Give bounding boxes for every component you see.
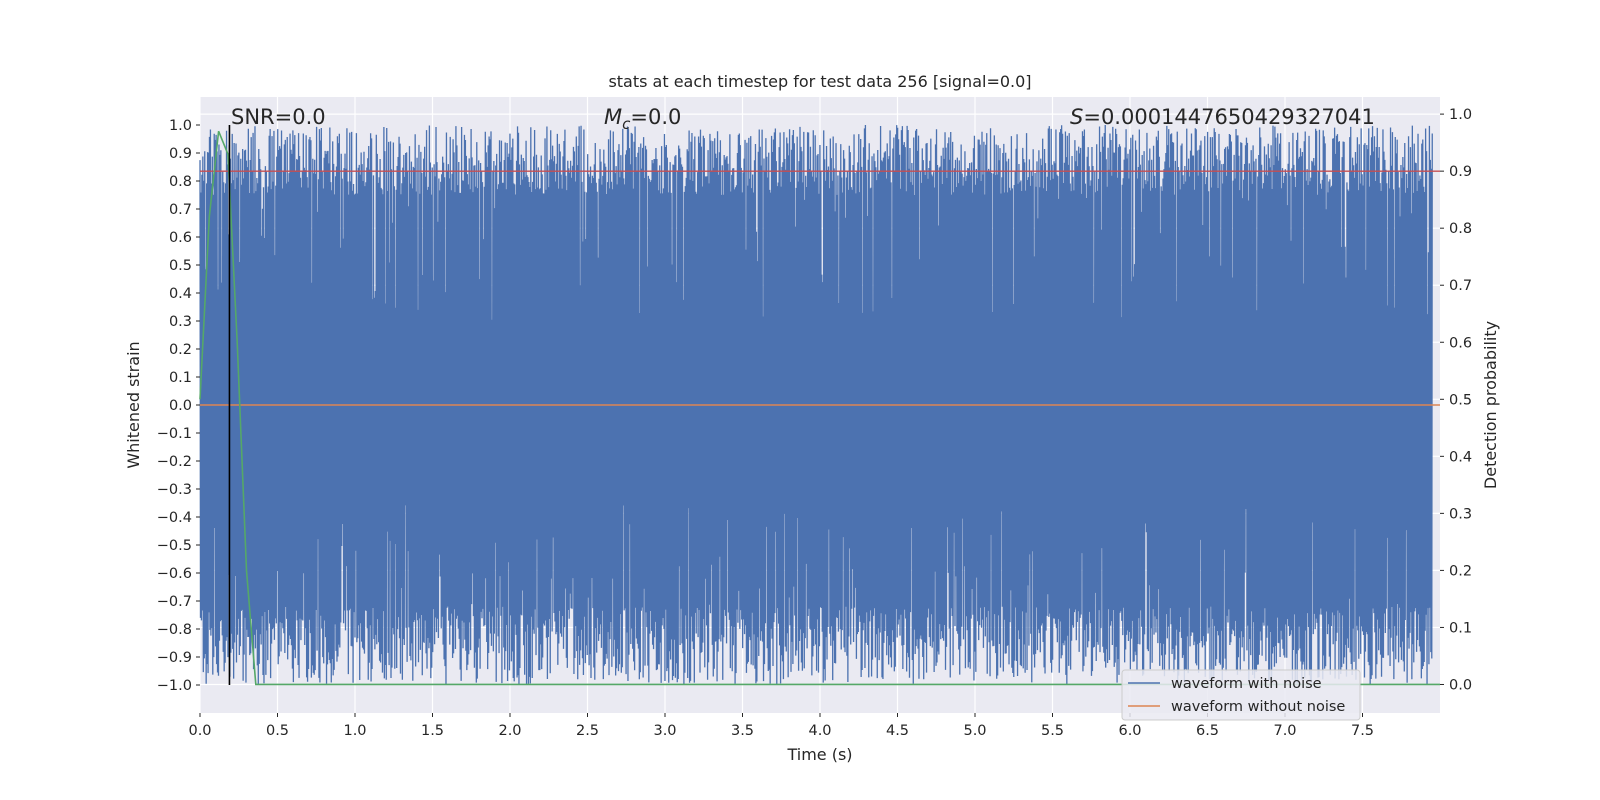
x-tick-label: 5.5 — [1041, 723, 1064, 739]
y2-axis-label: Detection probability — [1481, 321, 1500, 489]
y-tick-label: −0.5 — [157, 538, 192, 554]
y-tick-label: 1.0 — [169, 118, 192, 134]
y2-tick-label: 0.8 — [1449, 221, 1472, 237]
y2-tick-label: 0.0 — [1449, 677, 1472, 693]
x-tick-label: 5.0 — [963, 723, 986, 739]
y2-tick-label: 0.9 — [1449, 164, 1472, 180]
chart-title: stats at each timestep for test data 256… — [608, 72, 1031, 91]
y-tick-label: −0.2 — [157, 454, 192, 470]
legend: waveform with noise waveform without noi… — [1121, 669, 1361, 721]
x-tick-label: 7.5 — [1351, 723, 1374, 739]
y-tick-label: 0.0 — [169, 398, 192, 414]
y2-tick-label: 0.6 — [1449, 335, 1472, 351]
s-value: =0.0001447650429327041 — [1083, 105, 1375, 129]
x-tick-label: 0.0 — [188, 723, 211, 739]
mc-annotation: Mc=0.0 — [604, 105, 681, 133]
detection-probability-line — [199, 130, 1440, 686]
x-tick-label: 7.0 — [1273, 723, 1296, 739]
y-tick-label: −0.9 — [157, 650, 192, 666]
y-tick-label: 0.6 — [169, 230, 192, 246]
y-tick-label: −0.3 — [157, 482, 192, 498]
y-tick-label: −0.8 — [157, 622, 192, 638]
mc-subscript: c — [622, 115, 631, 133]
x-tick-label: 2.5 — [576, 723, 599, 739]
y-tick-label: −0.7 — [157, 594, 192, 610]
y-tick-label: 0.5 — [169, 258, 192, 274]
noise-trace — [199, 125, 1433, 685]
y-tick-label: 0.8 — [169, 174, 192, 190]
s-symbol: S — [1070, 105, 1083, 129]
y2-axis-ticks: 1.0 0.9 0.8 0.7 0.6 0.5 0.4 0.3 0.2 0.1 0.0 — [1440, 107, 1472, 693]
x-tick-label: 0.5 — [266, 723, 289, 739]
y-tick-label: 0.9 — [169, 146, 192, 162]
y-tick-label: −0.6 — [157, 566, 192, 582]
legend-box — [1121, 669, 1361, 721]
snr-annotation: SNR=0.0 — [231, 105, 326, 129]
legend-label-clean: waveform without noise — [1171, 699, 1345, 715]
y-tick-label: 0.1 — [169, 370, 192, 386]
y-tick-label: −0.4 — [157, 510, 192, 526]
x-tick-label: 3.5 — [731, 723, 754, 739]
y2-tick-label: 0.3 — [1449, 506, 1472, 522]
y-tick-label: −0.1 — [157, 426, 192, 442]
chart-marks — [199, 125, 1440, 686]
y-tick-label: 0.3 — [169, 314, 192, 330]
x-axis-ticks: 0.0 0.5 1.0 1.5 2.0 2.5 3.0 3.5 4.0 4.5 5.0 5.5 6.0 6… — [188, 713, 1374, 739]
y2-tick-label: 0.2 — [1449, 563, 1472, 579]
y-axis-ticks: 1.0 0.9 0.8 0.7 0.6 0.5 0.4 0.3 0.2 0.1 0.0 −0.1 −0.… — [157, 118, 200, 694]
y2-tick-label: 0.7 — [1449, 278, 1472, 294]
waveform-with-noise-series — [199, 125, 1433, 685]
y2-tick-label: 0.1 — [1449, 620, 1472, 636]
s-annotation: S=0.0001447650429327041 — [1070, 105, 1375, 129]
x-tick-label: 3.0 — [653, 723, 676, 739]
x-tick-label: 4.5 — [886, 723, 909, 739]
y-tick-label: 0.4 — [169, 286, 192, 302]
y-tick-label: 0.7 — [169, 202, 192, 218]
mc-value: =0.0 — [630, 105, 681, 129]
y-axis-label: Whitened strain — [124, 341, 143, 468]
x-tick-label: 6.5 — [1196, 723, 1219, 739]
x-tick-label: 2.0 — [498, 723, 521, 739]
x-tick-label: 4.0 — [808, 723, 831, 739]
y2-tick-label: 0.5 — [1449, 392, 1472, 408]
x-axis-label: Time (s) — [786, 745, 852, 764]
x-tick-label: 1.0 — [343, 723, 366, 739]
x-tick-label: 1.5 — [421, 723, 444, 739]
y-tick-label: −1.0 — [157, 678, 192, 694]
mc-symbol: M — [604, 105, 622, 129]
y-tick-label: 0.2 — [169, 342, 192, 358]
legend-label-noise: waveform with noise — [1171, 676, 1322, 692]
y2-tick-label: 1.0 — [1449, 107, 1472, 123]
y2-tick-label: 0.4 — [1449, 449, 1472, 465]
x-tick-label: 6.0 — [1118, 723, 1141, 739]
